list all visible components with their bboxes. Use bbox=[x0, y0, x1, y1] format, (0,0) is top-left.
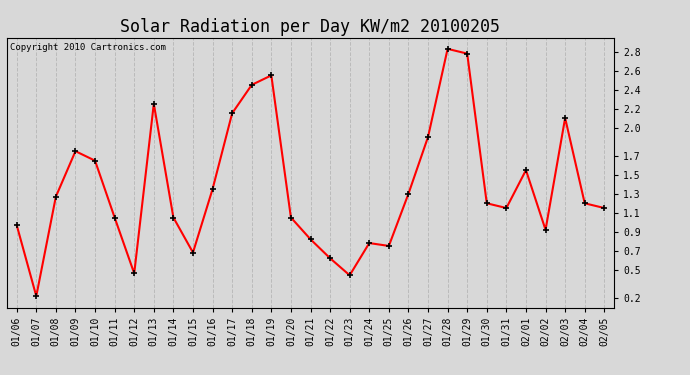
Text: Copyright 2010 Cartronics.com: Copyright 2010 Cartronics.com bbox=[10, 43, 166, 52]
Title: Solar Radiation per Day KW/m2 20100205: Solar Radiation per Day KW/m2 20100205 bbox=[121, 18, 500, 36]
